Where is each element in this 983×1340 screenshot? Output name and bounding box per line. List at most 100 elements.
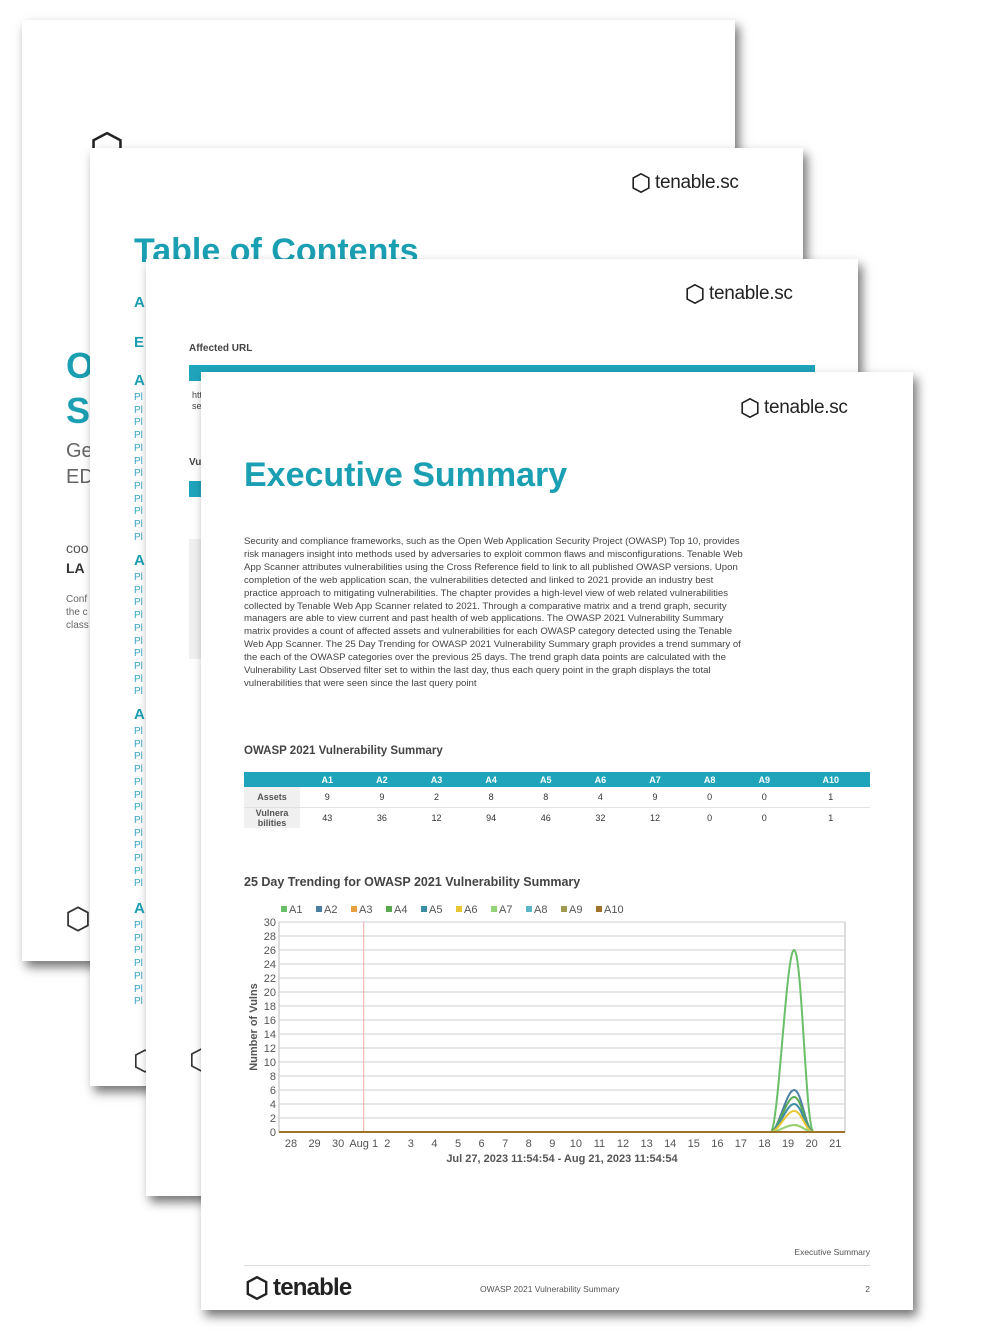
matrix-column-header: A6 [573,772,628,787]
x-tick-label: 6 [479,1138,485,1150]
toc-letter-1: A [134,294,145,311]
legend-swatch [561,906,567,912]
detail-row-2: se [192,401,202,411]
y-tick-label: 0 [270,1127,276,1139]
toc-entry: Pl [134,610,143,622]
toc-logo: tenable.sc [630,172,739,194]
toc-entry: Pl [134,802,143,814]
matrix-cell: 43 [300,807,355,828]
cover-title-letter-2: S [66,390,91,431]
toc-entry: Pl [134,442,143,454]
toc-list-1: Pl Pl Pl Pl Pl Pl Pl Pl Pl Pl Pl Pl [134,392,143,544]
y-tick-label: 6 [270,1085,276,1097]
x-tick-label: 11 [594,1138,605,1150]
matrix-cell: 9 [652,792,658,802]
toc-list-3: Pl Pl Pl Pl Pl Pl Pl Pl Pl Pl Pl Pl Pl [134,726,143,891]
matrix-column-header: A2 [354,772,410,787]
matrix-cell: 9 [324,792,330,802]
matrix-cell: 0 [707,792,713,802]
toc-entry: Pl [134,827,143,839]
toc-entry: Pl [134,945,143,957]
matrix-cell: 1 [828,792,834,802]
legend-label: A5 [429,904,442,916]
cover-footer-2: the c [66,607,88,618]
toc-letter-5: A [134,706,145,723]
matrix-cell: 8 [543,792,549,802]
x-tick-label: 10 [570,1138,582,1150]
toc-entry: Pl [134,983,143,995]
y-tick-label: 18 [264,1001,276,1013]
x-tick-label: 29 [308,1138,320,1150]
matrix-cell: 2 [434,792,440,802]
x-tick-label: Aug 1 [349,1138,378,1150]
toc-entry: Pl [134,597,143,609]
matrix-column-header: A9 [737,772,792,787]
footer-logo: tenable [244,1274,352,1302]
legend-swatch [596,906,602,912]
y-tick-label: 16 [264,1015,276,1027]
matrix-cell: 0 [682,807,737,828]
toc-entry: Pl [134,686,143,698]
toc-entry: Pl [134,920,143,931]
x-tick-label: 4 [431,1138,437,1150]
matrix-column-header: A7 [627,772,683,787]
footer-section-label: Executive Summary [794,1247,870,1257]
x-tick-label: 20 [806,1138,818,1150]
x-tick-label: 15 [688,1138,700,1150]
toc-entry: Pl [134,404,143,416]
toc-letter-2: E [134,334,145,351]
y-tick-label: 26 [264,945,276,957]
legend-label: A8 [534,904,547,916]
matrix-cell: 1 [791,807,870,828]
detail-row-1: htt [192,390,203,400]
y-tick-label: 14 [264,1029,276,1041]
footer-logo-text: tenable [273,1274,352,1301]
toc-logo-text: tenable.sc [655,172,739,193]
matrix-column-header: A1 [300,772,355,787]
legend-swatch [386,906,392,912]
toc-entry: Pl [134,622,143,634]
toc-entry: Pl [134,789,143,801]
detail-logo-text: tenable.sc [709,283,793,304]
exec-logo-text: tenable.sc [764,397,848,418]
y-tick-label: 28 [264,931,276,943]
matrix-cell: 94 [463,807,519,828]
toc-entry: Pl [134,814,143,826]
cover-meta-2: LA [66,560,85,576]
y-axis-label: Number of Vulns [248,983,260,1071]
matrix-cell: 0 [737,807,792,828]
toc-entry: Pl [134,776,143,788]
toc-entry: Pl [134,493,143,505]
toc-entry: Pl [134,648,143,660]
x-tick-label: 13 [640,1138,652,1150]
chart-title: 25 Day Trending for OWASP 2021 Vulnerabi… [244,875,581,889]
vulnerability-matrix: A1 A2 A3 A4 A5 A6 A7 A8 A9 A10 Assets 9 9 2 8 8 4 9 0 0 1 Vu… [244,772,870,828]
matrix-column-header: A5 [518,772,574,787]
toc-letter-6: A [134,900,145,917]
legend-label: A2 [324,904,337,916]
affected-url-label: Affected URL [189,343,253,354]
hexagon-logo-icon [741,397,759,419]
legend-swatch [491,906,497,912]
matrix-column-header: A10 [791,772,870,787]
toc-entry: Pl [134,738,143,750]
toc-entry: Pl [134,673,143,685]
matrix-column-header: A8 [682,772,737,787]
hexagon-logo-icon [686,283,704,305]
toc-entry: Pl [134,635,143,647]
legend-swatch [281,906,287,912]
toc-entry: Pl [134,932,143,944]
legend-label: A7 [499,904,512,916]
y-tick-label: 4 [270,1099,276,1111]
toc-entry: Pl [134,853,143,865]
toc-entry: Pl [134,970,143,982]
x-tick-label: 5 [455,1138,461,1150]
toc-entry: Pl [134,878,143,890]
matrix-cell: 4 [597,792,603,802]
y-tick-label: 22 [264,973,276,985]
x-tick-label: 19 [782,1138,794,1150]
x-tick-label: 3 [408,1138,414,1150]
series-line-a1 [279,948,845,1133]
x-tick-label: 18 [758,1138,770,1150]
matrix-corner [244,772,300,787]
